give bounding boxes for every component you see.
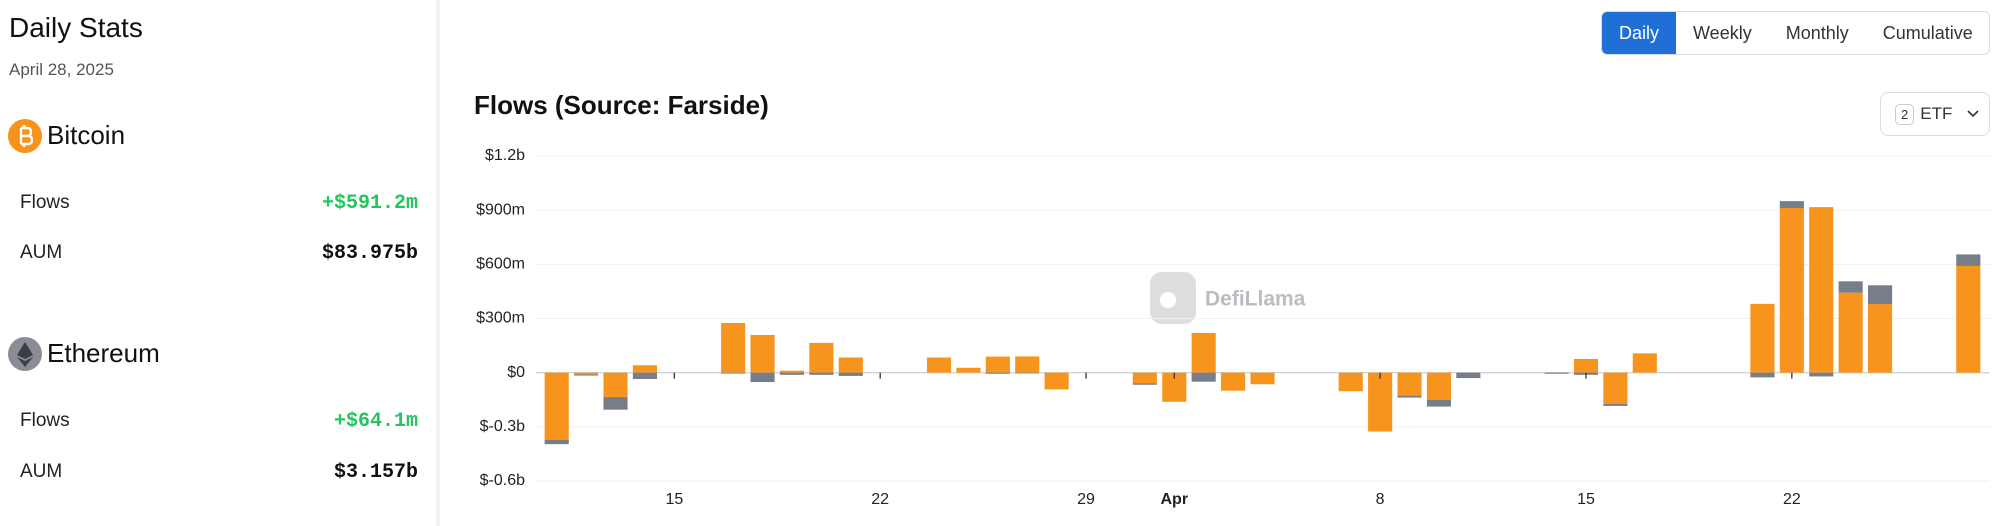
bar bbox=[603, 397, 628, 410]
bar bbox=[1132, 383, 1157, 385]
bar bbox=[779, 372, 805, 375]
bar bbox=[1397, 395, 1422, 398]
bar bbox=[1838, 292, 1863, 373]
bar bbox=[544, 439, 569, 445]
bar bbox=[1838, 281, 1863, 293]
y-tick-label: $-0.6b bbox=[480, 472, 525, 489]
tab[interactable]: Daily bbox=[1602, 12, 1677, 54]
row-label: Flows bbox=[20, 410, 70, 431]
row-label: AUM bbox=[20, 242, 63, 263]
sidebar-title: Daily Stats bbox=[9, 12, 143, 43]
row-value: +$64.1m bbox=[333, 410, 418, 433]
y-tick-label: $600m bbox=[476, 256, 525, 273]
watermark-icon bbox=[1150, 272, 1196, 324]
bar bbox=[1868, 285, 1893, 305]
x-tick-label: 8 bbox=[1376, 491, 1385, 508]
row-value: $3.157b bbox=[333, 461, 418, 484]
x-tick-label: 22 bbox=[1783, 491, 1801, 508]
watermark: DefiLlama bbox=[1205, 288, 1306, 311]
x-tick-label: 22 bbox=[871, 491, 889, 508]
bar bbox=[1956, 254, 1981, 266]
bar bbox=[1250, 372, 1275, 385]
y-tick-label: $0 bbox=[507, 364, 525, 381]
bar bbox=[1779, 208, 1804, 373]
y-tick-label: $900m bbox=[476, 201, 525, 218]
etf-count: 2 bbox=[1895, 103, 1915, 125]
row-value: $83.975b bbox=[321, 242, 418, 265]
y-tick-label: $300m bbox=[476, 310, 525, 327]
bar bbox=[1397, 372, 1422, 396]
bar bbox=[926, 357, 952, 373]
bar bbox=[1632, 353, 1657, 373]
y-tick-label: $1.2b bbox=[485, 147, 525, 164]
bar bbox=[1221, 372, 1246, 391]
bar bbox=[1750, 303, 1775, 373]
bar bbox=[1809, 372, 1834, 377]
bar bbox=[1044, 372, 1069, 390]
bar bbox=[1368, 372, 1393, 432]
bar bbox=[1573, 358, 1599, 373]
bar bbox=[632, 365, 657, 373]
tab[interactable]: Weekly bbox=[1693, 22, 1752, 43]
bar bbox=[574, 374, 599, 376]
x-tick-label: Apr bbox=[1160, 491, 1188, 508]
bar bbox=[1603, 403, 1628, 406]
x-tick-label: 15 bbox=[665, 491, 683, 508]
etf-dropdown[interactable]: 2 ETF bbox=[1880, 92, 1990, 136]
chevron bbox=[1967, 110, 1979, 118]
bar bbox=[1779, 201, 1804, 208]
bar bbox=[1015, 356, 1040, 373]
asset-name: Bitcoin bbox=[47, 120, 126, 150]
row-value: +$591.2m bbox=[321, 192, 418, 215]
bar bbox=[1191, 332, 1216, 373]
bar bbox=[956, 367, 981, 373]
bar bbox=[1015, 372, 1040, 374]
bar bbox=[809, 342, 834, 373]
bar bbox=[721, 372, 746, 374]
date: April 28, 2025 bbox=[9, 60, 114, 79]
bar bbox=[1750, 372, 1775, 378]
bar bbox=[1456, 372, 1481, 379]
tab[interactable]: Monthly bbox=[1785, 22, 1849, 43]
bar bbox=[985, 372, 1010, 374]
bar bbox=[1132, 372, 1157, 384]
bar bbox=[1956, 265, 1981, 373]
x-tick-label: 15 bbox=[1577, 491, 1595, 508]
bar bbox=[721, 323, 746, 373]
bar bbox=[1868, 304, 1893, 373]
bar bbox=[1809, 207, 1834, 373]
bar bbox=[1544, 372, 1569, 374]
bar bbox=[1426, 399, 1452, 407]
tab-group: Daily Weekly Monthly Cumulative bbox=[1601, 11, 1990, 55]
asset-name: Ethereum bbox=[47, 338, 160, 368]
y-tick-label: $-0.3b bbox=[480, 418, 525, 435]
bar bbox=[1162, 401, 1187, 402]
row-label: Flows bbox=[20, 192, 70, 213]
bar bbox=[750, 372, 775, 383]
bitcoin-icon bbox=[8, 119, 42, 153]
x-tick-label: 29 bbox=[1077, 491, 1095, 508]
bar bbox=[1603, 372, 1628, 404]
bar bbox=[838, 372, 863, 376]
bar bbox=[1426, 372, 1452, 400]
bar bbox=[574, 372, 599, 375]
bar bbox=[1338, 372, 1363, 392]
etf-label: ETF bbox=[1920, 104, 1953, 123]
row-label: AUM bbox=[20, 461, 63, 482]
tab[interactable]: Cumulative bbox=[1882, 22, 1973, 43]
chart-title: Flows (Source: Farside) bbox=[474, 90, 769, 120]
bar bbox=[603, 372, 628, 398]
bar bbox=[544, 372, 569, 440]
bar bbox=[985, 356, 1010, 373]
bar bbox=[632, 372, 657, 379]
bar bbox=[750, 334, 775, 373]
bar bbox=[1191, 372, 1216, 382]
sidebar: Daily Stats April 28, 2025 Bitcoin Flows… bbox=[0, 0, 440, 526]
bar bbox=[779, 370, 805, 373]
bar bbox=[809, 372, 834, 375]
bar bbox=[838, 357, 863, 373]
ethereum-icon bbox=[8, 337, 42, 371]
